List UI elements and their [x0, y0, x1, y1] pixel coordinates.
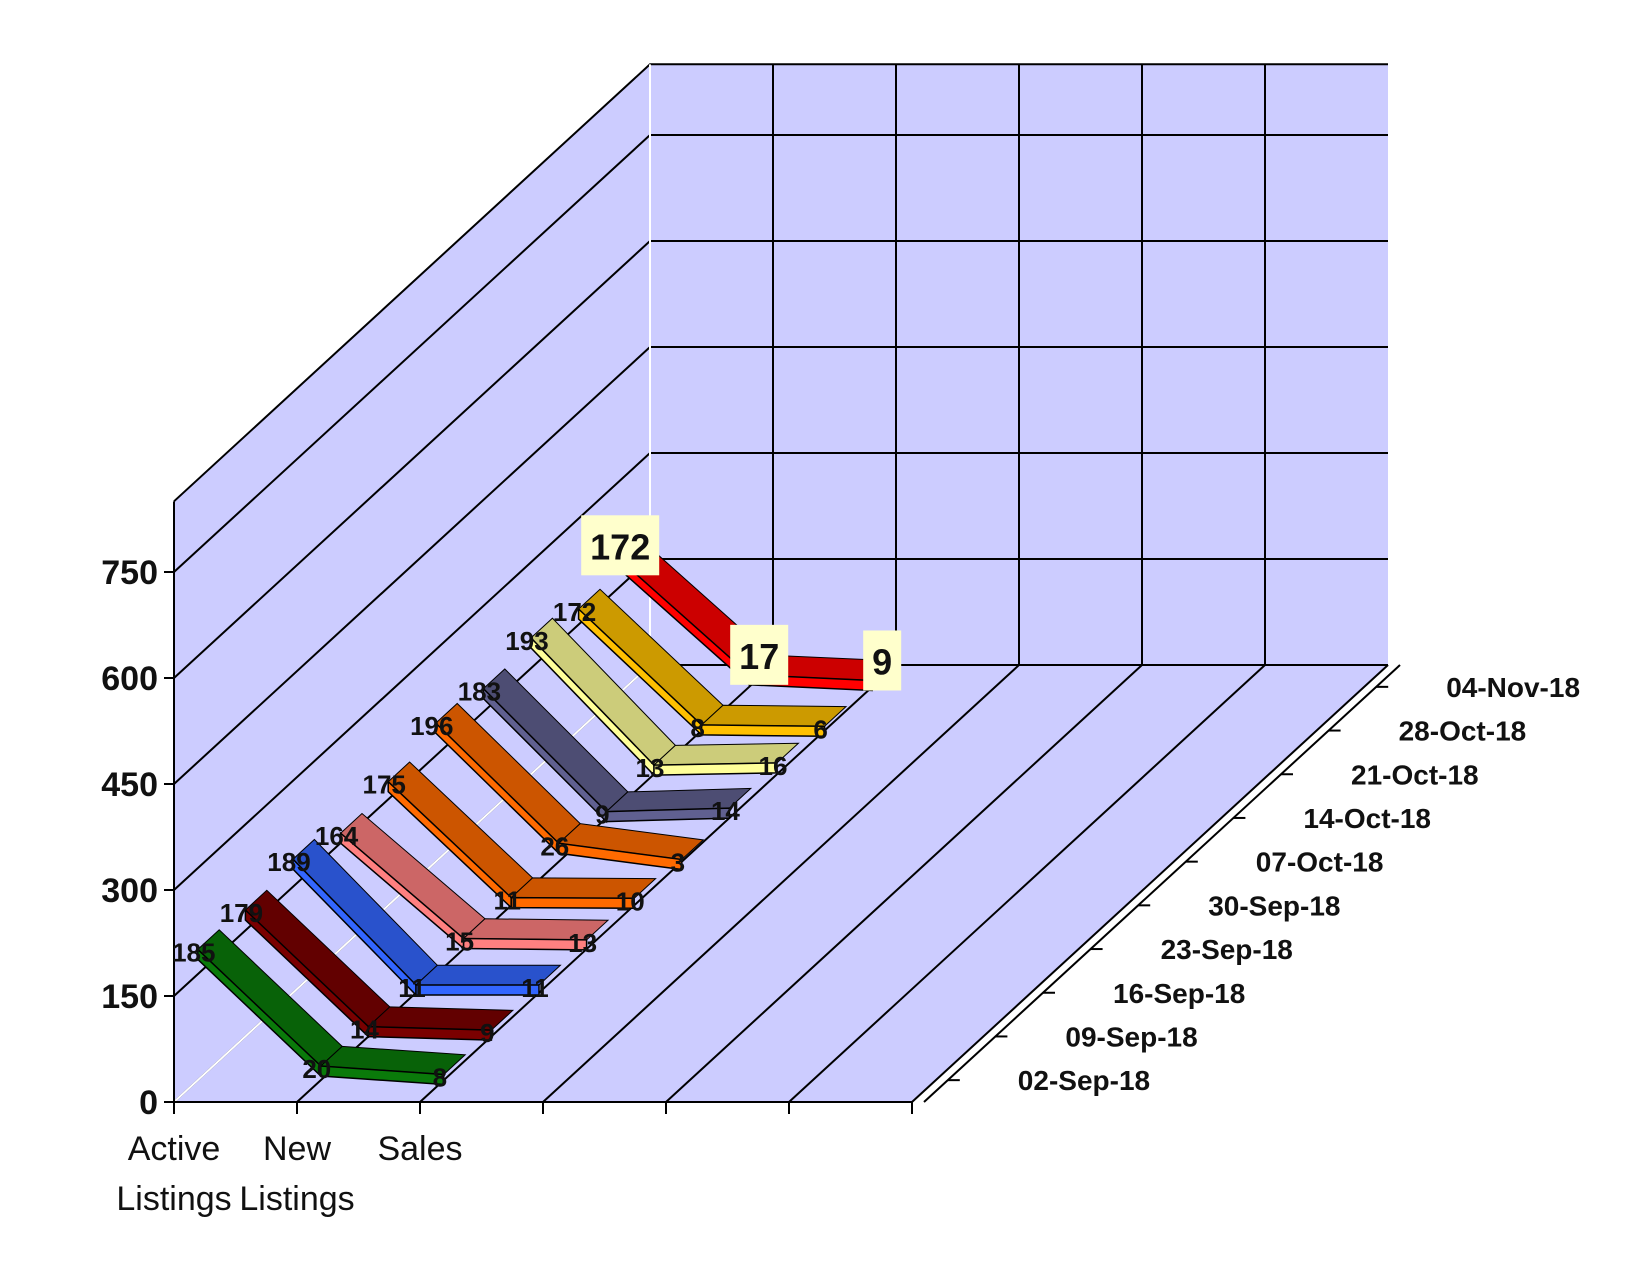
- y-tick-label: 750: [101, 554, 158, 592]
- series-line-segment: [510, 896, 635, 910]
- data-label: 8: [433, 1062, 447, 1092]
- data-label: 185: [172, 937, 215, 967]
- data-label: 179: [220, 898, 263, 928]
- data-label: 9: [480, 1018, 494, 1048]
- data-label: 3: [671, 848, 685, 878]
- x-category-label: New: [263, 1130, 331, 1168]
- depth-axis-line: [923, 664, 1401, 1103]
- x-category-label: Listings: [116, 1180, 231, 1218]
- side-wall: [174, 64, 650, 1102]
- gridline-floor: [542, 664, 1020, 1103]
- chart-axes: 0 150 300 450 600 750 Active Listings New Listing…: [101, 501, 1580, 1218]
- gridline-floor: [788, 664, 1266, 1103]
- data-label: 193: [505, 626, 548, 656]
- depth-axis-label: 23-Sep-18: [1161, 934, 1293, 965]
- y-tick-label: 600: [101, 660, 158, 698]
- depth-axis-label: 14-Oct-18: [1303, 803, 1431, 834]
- data-label: 10: [616, 886, 645, 916]
- data-label: 183: [458, 677, 501, 707]
- data-label: 189: [267, 847, 310, 877]
- data-label: 16: [759, 751, 788, 781]
- data-label-box: [581, 515, 660, 576]
- x-category-label: Listings: [239, 1180, 354, 1218]
- depth-axis-label: 02-Sep-18: [1018, 1065, 1150, 1096]
- data-label: 13: [568, 928, 597, 958]
- data-label: 11: [493, 886, 521, 916]
- gridline-floor: [911, 664, 1389, 1103]
- data-label-box: [730, 624, 789, 685]
- data-label: 26: [540, 831, 569, 861]
- data-label: 164: [315, 821, 359, 851]
- series-line-segment: [700, 724, 826, 738]
- series-line-segment: [367, 1025, 493, 1041]
- depth-axis-label: 04-Nov-18: [1446, 672, 1580, 703]
- series-line-segment: [605, 807, 731, 823]
- gridline-y-6: [173, 63, 1388, 503]
- data-label: 196: [410, 711, 453, 741]
- depth-axis-label: 30-Sep-18: [1208, 890, 1340, 921]
- data-label: 11: [398, 973, 426, 1003]
- series-line-segment: [320, 1065, 445, 1086]
- data-label-box: [863, 630, 902, 691]
- data-label: 9: [872, 641, 892, 682]
- data-label: 20: [302, 1054, 331, 1084]
- series-line-segment: [462, 937, 588, 951]
- y-tick-label: 0: [139, 1084, 158, 1122]
- y-tick-label: 300: [101, 872, 158, 910]
- depth-axis-label: 21-Oct-18: [1351, 759, 1479, 790]
- data-label: 14: [711, 796, 740, 826]
- gridline-floor: [665, 664, 1143, 1103]
- x-category-label: Sales: [377, 1130, 462, 1168]
- depth-axis-label: 28-Oct-18: [1399, 716, 1527, 747]
- data-label: 11: [521, 973, 549, 1003]
- depth-axis-label: 07-Oct-18: [1256, 847, 1384, 878]
- chart-series: [197, 544, 895, 1086]
- data-label: 172: [553, 597, 596, 627]
- series-line-segment: [415, 984, 540, 996]
- series-line-segment: [558, 842, 683, 871]
- depth-axis-label: 16-Sep-18: [1113, 978, 1245, 1009]
- x-category-label: Active: [128, 1130, 221, 1168]
- data-label: 17: [739, 636, 779, 677]
- data-label: 13: [636, 753, 665, 783]
- data-label: 14: [350, 1015, 379, 1045]
- gridline-floor: [419, 664, 897, 1103]
- data-label: 175: [363, 770, 406, 800]
- series-line-segment: [653, 762, 778, 776]
- y-tick-label: 150: [101, 978, 158, 1016]
- data-label: 8: [690, 713, 704, 743]
- data-label: 6: [813, 714, 827, 744]
- y-tick-label: 450: [101, 766, 158, 804]
- data-label: 172: [590, 526, 650, 567]
- depth-axis-label: 09-Sep-18: [1065, 1021, 1197, 1052]
- data-label: 9: [595, 800, 609, 830]
- data-label: 15: [445, 926, 474, 956]
